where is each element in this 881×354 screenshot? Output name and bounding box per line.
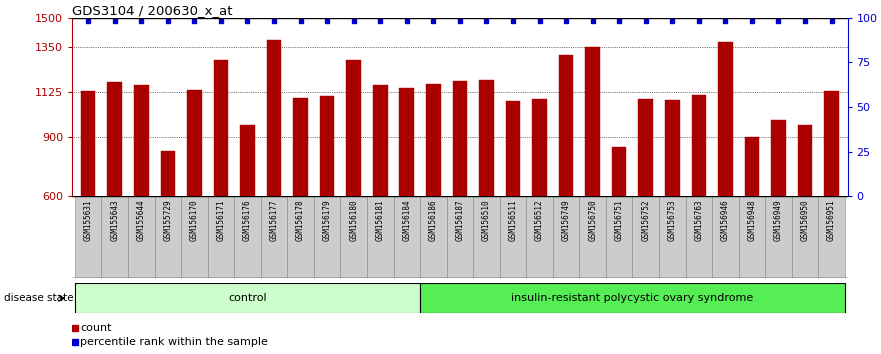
- Bar: [213, 61, 228, 196]
- Bar: [134, 85, 149, 196]
- Text: GSM156951: GSM156951: [827, 199, 836, 240]
- Bar: [320, 96, 335, 196]
- Bar: [107, 82, 122, 196]
- Bar: [128, 196, 154, 278]
- Bar: [771, 120, 786, 196]
- Bar: [665, 100, 679, 196]
- Text: GSM156187: GSM156187: [455, 199, 464, 240]
- Text: GSM155631: GSM155631: [84, 199, 93, 240]
- Text: GSM155644: GSM155644: [137, 199, 145, 240]
- Bar: [559, 56, 574, 196]
- Bar: [526, 196, 552, 278]
- Bar: [346, 61, 361, 196]
- Text: GSM156184: GSM156184: [403, 199, 411, 240]
- Bar: [75, 196, 101, 278]
- Text: GSM156753: GSM156753: [668, 199, 677, 240]
- Bar: [181, 196, 208, 278]
- Text: GSM156177: GSM156177: [270, 199, 278, 240]
- Bar: [473, 196, 500, 278]
- Bar: [792, 196, 818, 278]
- Bar: [825, 91, 839, 196]
- Text: GSM156179: GSM156179: [322, 199, 331, 240]
- Bar: [101, 196, 128, 278]
- Text: GSM155643: GSM155643: [110, 199, 119, 240]
- Bar: [744, 137, 759, 196]
- Bar: [552, 196, 580, 278]
- Text: GSM156178: GSM156178: [296, 199, 305, 240]
- Bar: [340, 196, 367, 278]
- Bar: [712, 196, 738, 278]
- Bar: [267, 40, 281, 196]
- Bar: [241, 125, 255, 196]
- Bar: [426, 84, 440, 196]
- Bar: [692, 95, 707, 196]
- Text: GSM156171: GSM156171: [217, 199, 226, 240]
- Bar: [738, 196, 766, 278]
- Text: GSM156180: GSM156180: [349, 199, 359, 240]
- Bar: [154, 196, 181, 278]
- Text: GSM156763: GSM156763: [694, 199, 703, 240]
- Text: disease state: disease state: [4, 293, 73, 303]
- Bar: [373, 85, 388, 196]
- Bar: [479, 80, 493, 196]
- Text: count: count: [80, 322, 112, 332]
- Bar: [639, 99, 653, 196]
- Bar: [580, 196, 606, 278]
- Text: GSM156176: GSM156176: [243, 199, 252, 240]
- Text: percentile rank within the sample: percentile rank within the sample: [80, 337, 268, 347]
- Bar: [75, 283, 420, 313]
- Text: GSM156186: GSM156186: [429, 199, 438, 240]
- Text: GSM156510: GSM156510: [482, 199, 491, 240]
- Text: GDS3104 / 200630_x_at: GDS3104 / 200630_x_at: [72, 4, 233, 17]
- Bar: [659, 196, 685, 278]
- Text: GSM156950: GSM156950: [801, 199, 810, 240]
- Bar: [234, 196, 261, 278]
- Bar: [453, 81, 467, 196]
- Text: insulin-resistant polycystic ovary syndrome: insulin-resistant polycystic ovary syndr…: [511, 293, 753, 303]
- Bar: [606, 196, 633, 278]
- Text: GSM156751: GSM156751: [615, 199, 624, 240]
- Text: GSM156752: GSM156752: [641, 199, 650, 240]
- Bar: [797, 125, 812, 196]
- Text: GSM156749: GSM156749: [561, 199, 571, 240]
- Bar: [261, 196, 287, 278]
- Bar: [532, 99, 547, 196]
- Bar: [420, 283, 845, 313]
- Bar: [160, 151, 175, 196]
- Bar: [287, 196, 314, 278]
- Bar: [500, 196, 526, 278]
- Bar: [766, 196, 792, 278]
- Bar: [208, 196, 234, 278]
- Text: GSM156750: GSM156750: [589, 199, 597, 240]
- Text: GSM156170: GSM156170: [190, 199, 199, 240]
- Text: GSM156949: GSM156949: [774, 199, 783, 240]
- Bar: [612, 147, 626, 196]
- Bar: [718, 41, 733, 196]
- Bar: [585, 47, 600, 196]
- Text: GSM156946: GSM156946: [721, 199, 729, 240]
- Bar: [685, 196, 712, 278]
- Bar: [314, 196, 340, 278]
- Text: control: control: [228, 293, 267, 303]
- Bar: [633, 196, 659, 278]
- Bar: [293, 98, 307, 196]
- Bar: [447, 196, 473, 278]
- Text: GSM156511: GSM156511: [508, 199, 517, 240]
- Bar: [367, 196, 394, 278]
- Bar: [394, 196, 420, 278]
- Bar: [506, 101, 521, 196]
- Bar: [81, 91, 95, 196]
- Bar: [818, 196, 845, 278]
- Text: GSM155729: GSM155729: [163, 199, 173, 240]
- Text: GSM156512: GSM156512: [535, 199, 544, 240]
- Bar: [187, 90, 202, 196]
- Bar: [399, 88, 414, 196]
- Bar: [420, 196, 447, 278]
- Text: GSM156948: GSM156948: [747, 199, 757, 240]
- Text: GSM156181: GSM156181: [375, 199, 385, 240]
